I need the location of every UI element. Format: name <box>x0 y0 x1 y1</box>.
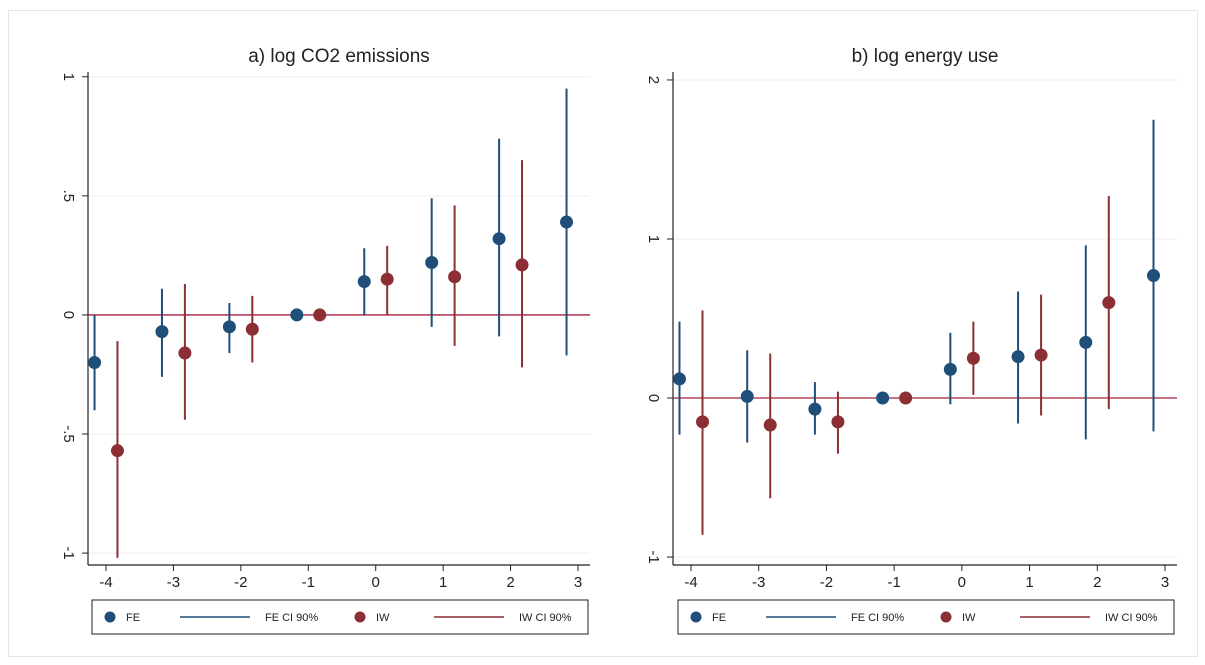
chart-title: a) log CO2 emissions <box>248 46 430 67</box>
iw-point <box>245 322 259 336</box>
iw-point <box>313 308 327 322</box>
chart-panel-1: a) log CO2 emissions -1 -.5 0 .5 1 -4 -3 -2 -1 0 1 2… <box>60 46 590 635</box>
y-tick-label: 1 <box>60 73 77 81</box>
fe-point <box>1011 350 1025 364</box>
legend-label: IW <box>376 612 390 624</box>
y-tick-label: -.5 <box>60 425 77 443</box>
x-tick-label: -4 <box>99 574 112 591</box>
chart-title: b) log energy use <box>852 46 999 67</box>
iw-point <box>178 346 192 360</box>
fe-point <box>88 356 102 370</box>
legend-box <box>91 599 589 635</box>
x-tick-label: -1 <box>302 574 315 591</box>
y-tick-label: 0 <box>60 311 77 319</box>
y-tick-label: -1 <box>60 546 77 559</box>
legend-marker-iw <box>354 611 366 623</box>
fe-point <box>155 325 169 339</box>
iw-point <box>380 272 394 286</box>
iw-point <box>696 415 710 429</box>
legend-box <box>677 599 1175 635</box>
iw-point <box>448 270 462 284</box>
iw-point <box>966 351 980 365</box>
fe-point <box>222 320 236 334</box>
fe-point <box>560 215 574 229</box>
x-tick-label: 2 <box>1093 574 1101 591</box>
iw-point <box>1034 348 1048 362</box>
x-tick-label: 3 <box>574 574 582 591</box>
x-tick-label: -1 <box>887 574 900 591</box>
fe-point <box>943 362 957 376</box>
fe-point <box>740 389 754 403</box>
legend-label: IW CI 90% <box>1105 612 1158 624</box>
x-tick-label: -2 <box>820 574 833 591</box>
iw-point <box>899 391 913 405</box>
legend-label: FE CI 90% <box>265 612 318 624</box>
legend-label: IW CI 90% <box>519 612 572 624</box>
x-tick-label: -4 <box>684 574 697 591</box>
legend-label: IW <box>962 612 976 624</box>
iw-point <box>515 258 529 272</box>
fe-point <box>808 402 822 416</box>
figure-frame <box>8 10 1198 657</box>
fe-point <box>492 232 506 246</box>
legend-label: FE <box>712 612 726 624</box>
x-tick-label: 1 <box>439 574 447 591</box>
legend-label: FE CI 90% <box>851 612 904 624</box>
iw-point <box>831 415 845 429</box>
fe-point <box>290 308 304 322</box>
x-tick-label: 0 <box>372 574 380 591</box>
fe-point <box>876 391 890 405</box>
x-tick-label: 1 <box>1025 574 1033 591</box>
x-tick-label: 2 <box>506 574 514 591</box>
x-tick-label: 0 <box>958 574 966 591</box>
y-tick-label: -1 <box>645 550 662 563</box>
y-tick-label: .5 <box>60 190 77 203</box>
x-tick-label: 3 <box>1161 574 1169 591</box>
fe-point <box>1146 269 1160 283</box>
x-tick-label: -3 <box>167 574 180 591</box>
y-tick-label: 2 <box>645 76 662 84</box>
fe-point <box>357 275 371 289</box>
iw-point <box>110 444 124 458</box>
fe-point <box>425 256 439 270</box>
legend-marker-iw <box>940 611 952 623</box>
legend-label: FE <box>126 612 140 624</box>
chart-panel-2: b) log energy use -1 0 1 2 -4 -3 -2 -1 0 1 2 3 FE FE C… <box>645 46 1177 635</box>
x-tick-label: -2 <box>234 574 247 591</box>
iw-point <box>763 418 777 432</box>
iw-point <box>1102 296 1116 310</box>
legend-marker-fe <box>690 611 702 623</box>
legend-marker-fe <box>104 611 116 623</box>
y-tick-label: 0 <box>645 394 662 402</box>
fe-point <box>1079 335 1093 349</box>
y-tick-label: 1 <box>645 235 662 243</box>
x-tick-label: -3 <box>752 574 765 591</box>
fe-point <box>672 372 686 386</box>
